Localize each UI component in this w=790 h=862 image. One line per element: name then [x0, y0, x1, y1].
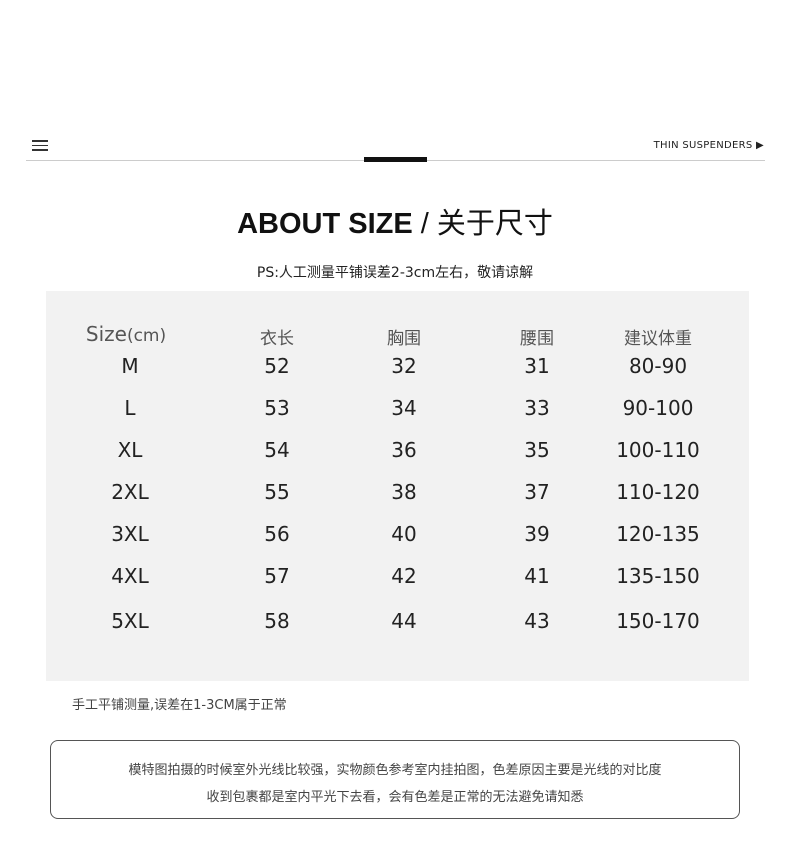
- title-cn: 关于尺寸: [436, 208, 553, 240]
- table-cell: 36: [391, 438, 417, 462]
- table-cell: 90-100: [622, 396, 694, 420]
- measure-note: 手工平铺测量,误差在1-3CM属于正常: [72, 698, 287, 713]
- table-cell: 58: [264, 609, 290, 633]
- column-header: 腰围: [520, 329, 554, 349]
- table-cell: 38: [391, 480, 417, 504]
- table-cell: 52: [264, 354, 290, 378]
- header-size: Size(cm): [86, 322, 166, 346]
- header-size-label: Size: [85, 322, 127, 346]
- column-header: 衣长: [260, 329, 294, 349]
- table-cell: 57: [264, 564, 290, 588]
- disclaimer-line: 收到包裹都是室内平光下去看，会有色差是正常的无法避免请知悉: [206, 790, 584, 805]
- table-cell: 43: [524, 609, 550, 633]
- disclaimer-line: 模特图拍摄的时候室外光线比较强，实物颜色参考室内挂拍图，色差原因主要是光线的对比…: [128, 763, 662, 778]
- size-table: Size(cm) 衣长 胸围 腰围 建议体重 M 52 32 31 80-90 L 53 34 33 90-…: [46, 291, 749, 681]
- table-cell: 56: [264, 522, 290, 546]
- size-cell: 4XL: [111, 564, 149, 588]
- table-cell: 110-120: [616, 480, 700, 504]
- table-cell: 32: [391, 354, 417, 378]
- column-header: 胸围: [387, 329, 421, 349]
- table-cell: 37: [524, 480, 550, 504]
- table-cell: 39: [524, 522, 550, 546]
- table-cell: 55: [264, 480, 290, 504]
- table-cell: 54: [264, 438, 290, 462]
- size-cell: L: [124, 396, 136, 420]
- table-cell: 150-170: [616, 609, 700, 633]
- disclaimer-box: 模特图拍摄的时候室外光线比较强，实物颜色参考室内挂拍图，色差原因主要是光线的对比…: [50, 740, 740, 819]
- ps-note: PS:人工测量平铺误差2-3cm左右，敬请谅解: [256, 265, 534, 281]
- table-cell: 53: [264, 396, 290, 420]
- table-cell: 35: [524, 438, 550, 462]
- menu-icon[interactable]: [32, 140, 48, 151]
- size-cell: 2XL: [111, 480, 149, 504]
- page-title: ABOUT SIZE / 关于尺寸: [0, 200, 790, 242]
- size-cell: M: [121, 354, 139, 378]
- table-cell: 80-90: [628, 354, 688, 378]
- table-cell: 34: [391, 396, 417, 420]
- header-unit: (cm): [126, 326, 167, 346]
- table-cell: 33: [524, 396, 550, 420]
- size-cell: 3XL: [111, 522, 149, 546]
- brand-link[interactable]: THIN SUSPENDERS ▶: [653, 140, 764, 151]
- table-cell: 31: [524, 354, 550, 378]
- column-header: 建议体重: [624, 329, 692, 349]
- size-cell: 5XL: [111, 609, 149, 633]
- table-cell: 40: [391, 522, 417, 546]
- table-cell: 41: [524, 564, 550, 588]
- table-cell: 42: [391, 564, 417, 588]
- title-en: ABOUT SIZE: [237, 208, 413, 240]
- table-cell: 120-135: [616, 522, 700, 546]
- table-cell: 100-110: [616, 438, 700, 462]
- size-cell: XL: [117, 438, 143, 462]
- table-cell: 135-150: [616, 564, 700, 588]
- title-sep: /: [420, 208, 429, 240]
- table-cell: 44: [391, 609, 417, 633]
- accent-bar: [364, 157, 427, 162]
